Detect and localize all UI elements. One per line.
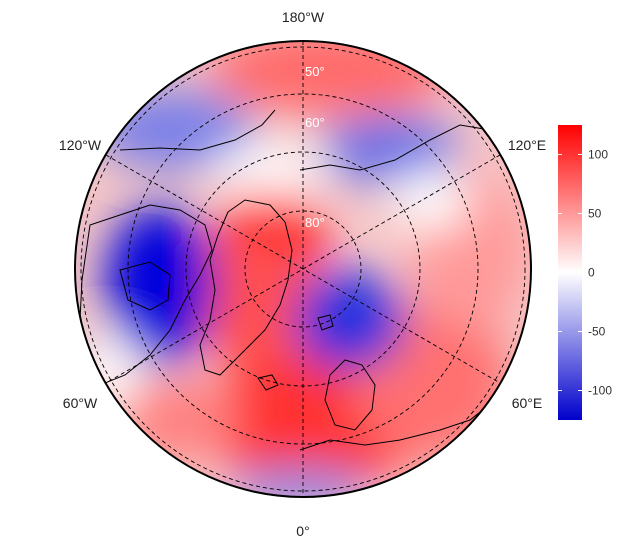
colorbar-tick-label: 0 (588, 266, 595, 280)
anomaly-field (75, 41, 531, 497)
anomaly-positive (120, 380, 240, 460)
coastline-europe (299, 399, 496, 451)
meridian-120 (105, 154, 501, 384)
latitude-50-circle (80, 46, 526, 492)
colorbar-tick-label: -100 (588, 384, 612, 398)
anomaly-negative (295, 270, 405, 370)
colorbar-tick-label: -50 (588, 325, 606, 339)
anomaly-neutral (390, 170, 470, 230)
longitude-label-top: 180°W (282, 9, 325, 25)
anomaly-negative (320, 115, 460, 185)
coastline-alaska (119, 109, 276, 151)
anomaly-positive (195, 230, 315, 370)
coastline-svalbard (317, 314, 334, 331)
graticule (80, 41, 526, 497)
longitude-label-lower-right: 60°E (512, 395, 543, 411)
coastline-greenland (199, 199, 293, 376)
longitude-label-upper-left: 120°W (59, 137, 102, 153)
longitude-label-upper-right: 120°E (508, 137, 546, 153)
anomaly-negative (230, 468, 370, 497)
coastline-scandinavia (324, 359, 376, 431)
map-border (74, 40, 532, 498)
latitude-80-circle (244, 210, 362, 328)
latitude-label-50: 50° (305, 64, 325, 79)
colorbar-tick-label: 50 (588, 207, 602, 221)
colorbar-ticks: 100 50 0 -50 -100 (558, 148, 612, 398)
coastline-hudson-bay (119, 261, 171, 311)
latitude-label-80: 80° (305, 215, 325, 230)
longitude-label-lower-left: 60°W (63, 395, 98, 411)
anomaly-negative (105, 205, 215, 365)
colorbar-tick-label: 100 (588, 148, 608, 162)
latitude-label-60: 60° (305, 115, 325, 130)
coastline-iceland (257, 374, 279, 391)
anomaly-neutral (210, 145, 330, 195)
colorbar: 100 50 0 -50 -100 (558, 125, 612, 420)
longitude-label-bottom: 0° (296, 523, 309, 539)
